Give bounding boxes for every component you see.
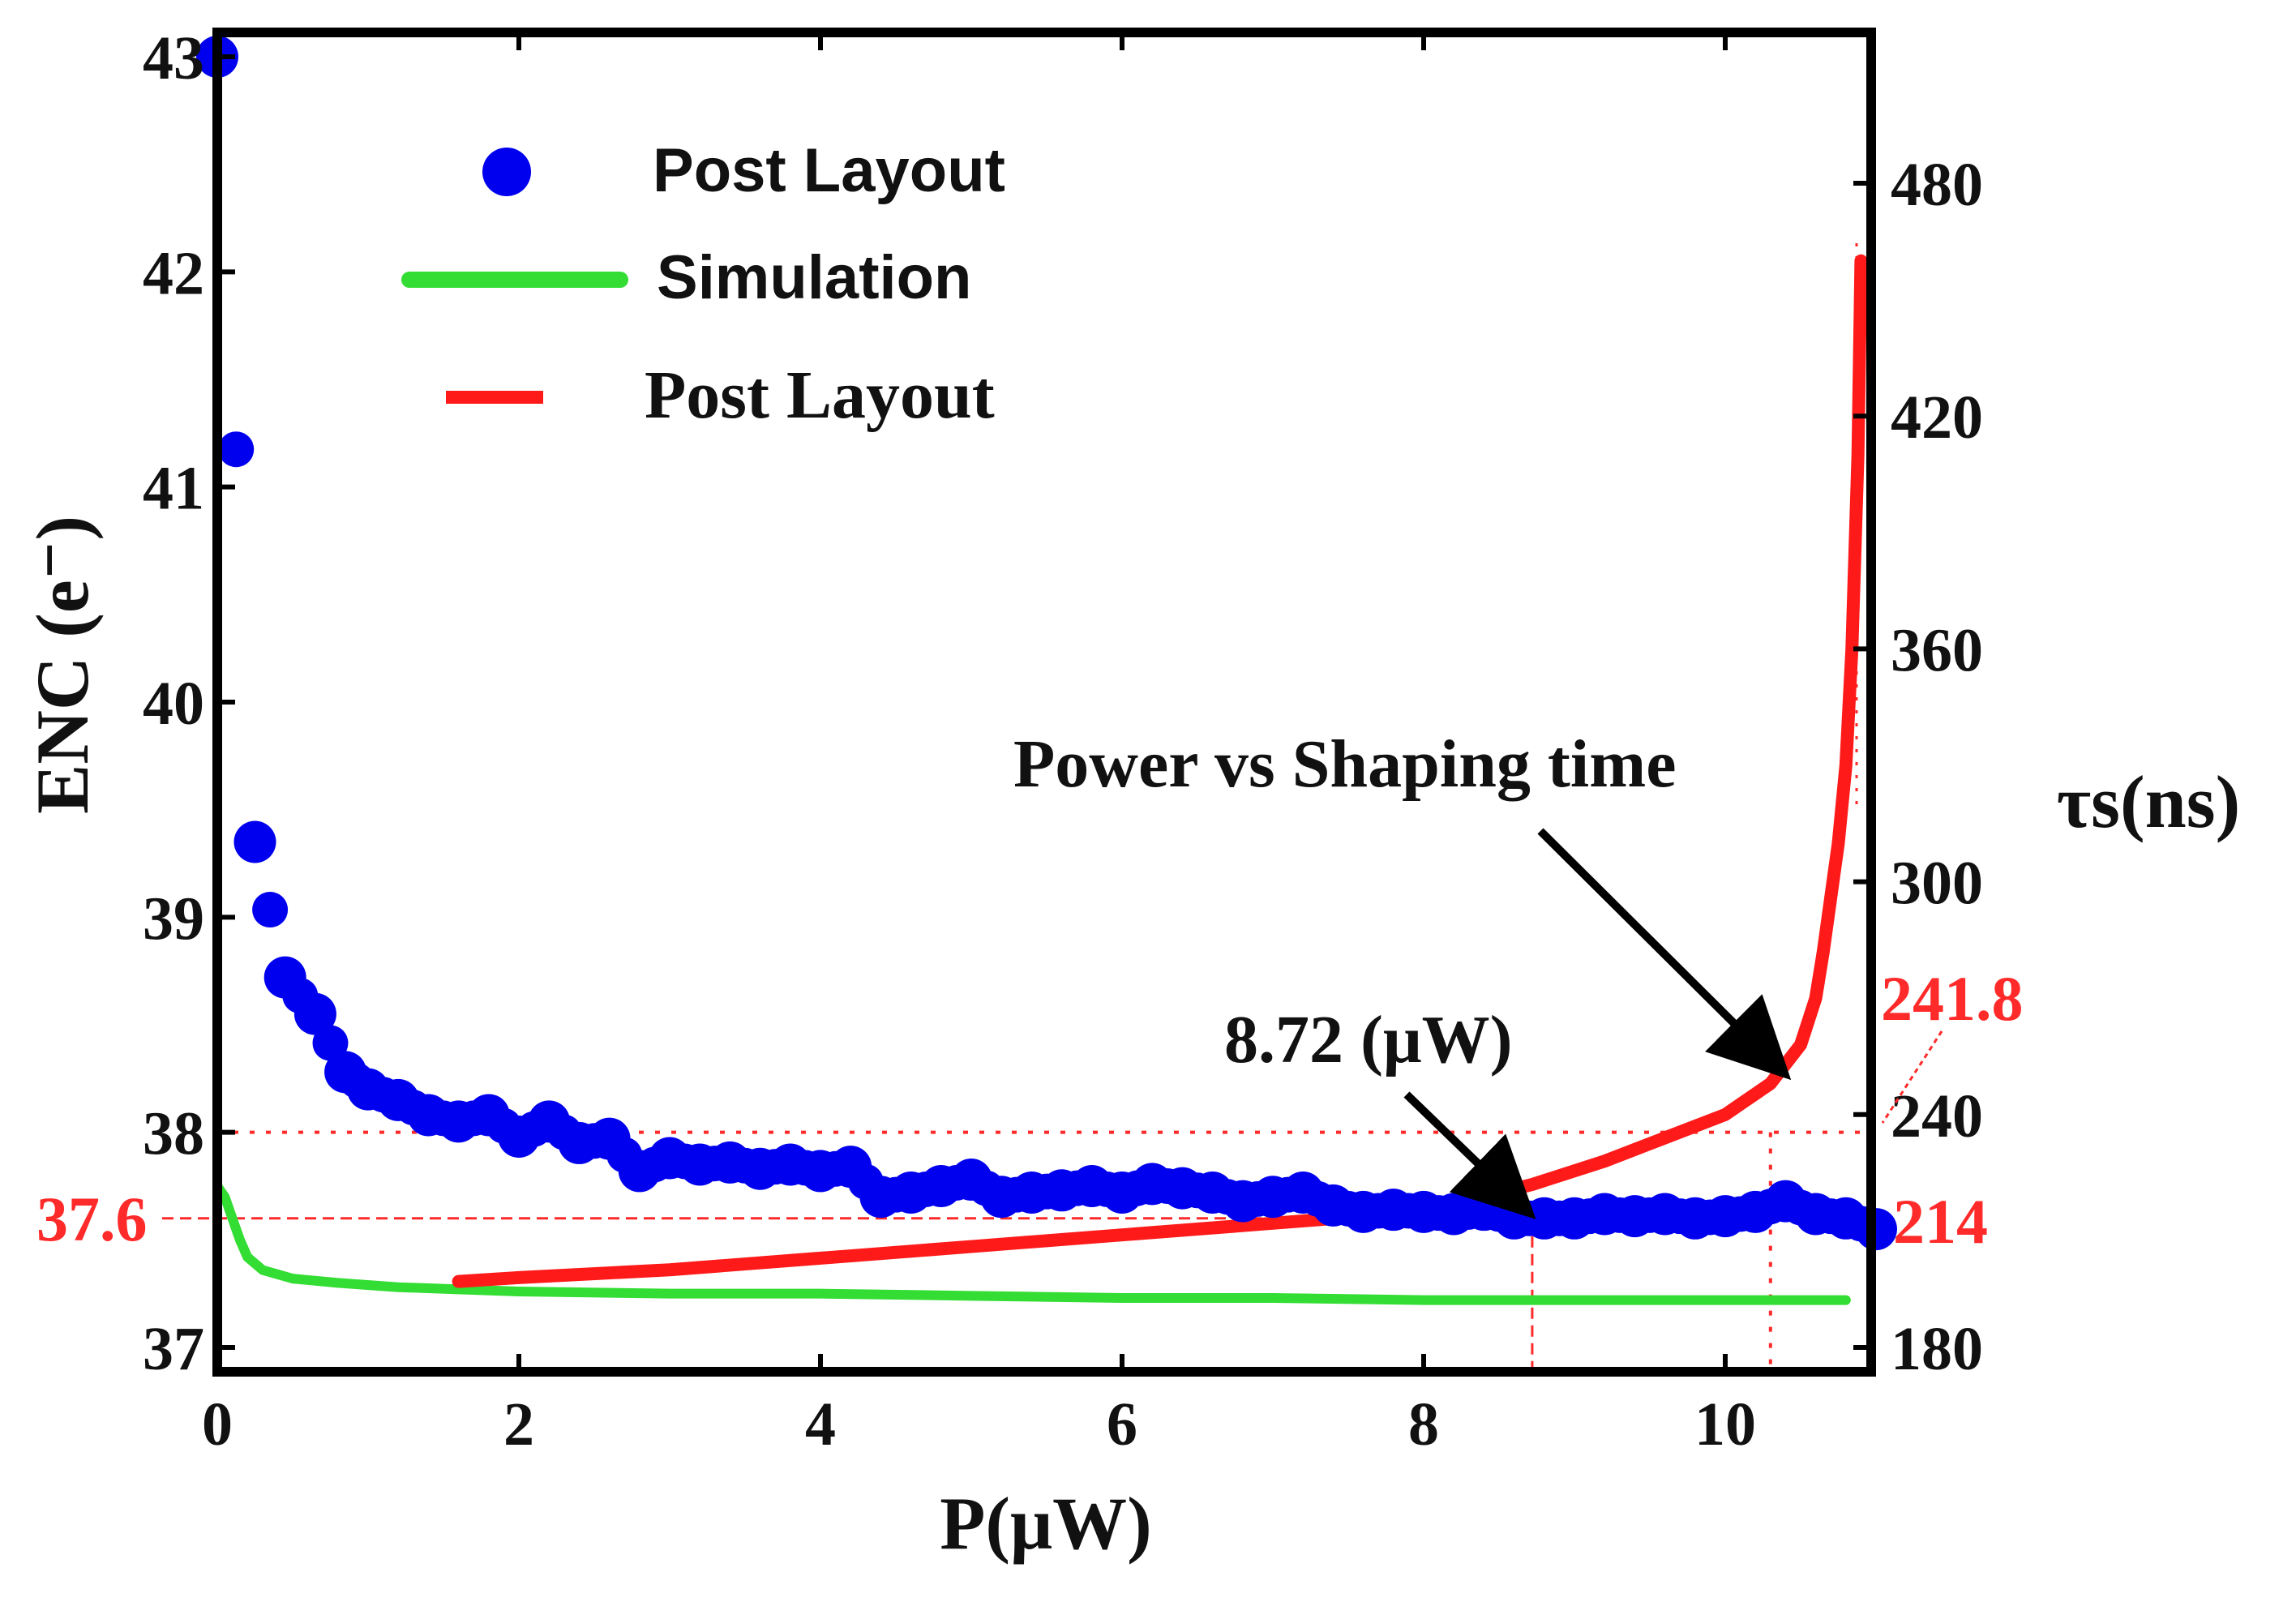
enc-point-fill bbox=[1752, 1189, 1788, 1225]
y-left-tick-label: 39 bbox=[143, 885, 204, 953]
enc-point-fill bbox=[1029, 1173, 1064, 1210]
enc-point-fill bbox=[817, 1150, 854, 1187]
y-right-tick-label: 420 bbox=[1891, 383, 1983, 452]
enc-point-fill bbox=[1360, 1193, 1397, 1229]
enc-point-fill bbox=[218, 431, 255, 468]
y-left-tick-label: 38 bbox=[143, 1100, 204, 1168]
curve-label-arrow bbox=[1537, 828, 1792, 1081]
enc-point-fill bbox=[1783, 1189, 1818, 1226]
x-tick-label: 4 bbox=[805, 1390, 836, 1459]
tau-high-label: 241.8 bbox=[1881, 963, 2024, 1034]
enc-point-fill bbox=[312, 1025, 349, 1061]
enc-point-fill bbox=[1601, 1197, 1638, 1233]
enc-point bbox=[233, 820, 276, 863]
enc-point-fill bbox=[878, 1176, 914, 1213]
power-marker-arrow bbox=[1403, 1091, 1536, 1219]
enc-point-fill bbox=[1240, 1180, 1276, 1217]
y-right-tick-label: 300 bbox=[1891, 850, 1983, 918]
enc-point-fill bbox=[252, 892, 289, 928]
legend: Post Layout Simulation Post Layout bbox=[401, 136, 1005, 433]
annotations: Power vs Shaping time 8.72 (μW) 37.6 214… bbox=[36, 726, 2024, 1257]
curve-label: Power vs Shaping time bbox=[1013, 726, 1676, 802]
axis-ticks bbox=[215, 32, 1871, 1372]
enc-point-fill bbox=[1180, 1172, 1215, 1209]
enc-point-fill bbox=[636, 1146, 673, 1183]
enc-point-fill bbox=[727, 1147, 763, 1184]
enc-point-fill bbox=[395, 1090, 431, 1126]
enc-point-fill bbox=[998, 1176, 1034, 1213]
y-left-tick-label: 41 bbox=[143, 455, 204, 523]
enc-point-fill bbox=[1571, 1198, 1608, 1235]
enc-point-fill bbox=[1390, 1193, 1427, 1229]
enc-point-fill bbox=[339, 1062, 375, 1099]
enc-level-label: 37.6 bbox=[36, 1184, 148, 1254]
simulation-line bbox=[212, 1181, 1851, 1305]
y-left-tick-label: 42 bbox=[143, 239, 204, 307]
enc-point-fill bbox=[1119, 1170, 1155, 1206]
enc-point-fill bbox=[908, 1171, 945, 1207]
enc-point-fill bbox=[1149, 1168, 1185, 1204]
enc-point-fill bbox=[576, 1123, 612, 1159]
enc-point-fill bbox=[1330, 1190, 1366, 1227]
enc-point-fill bbox=[456, 1100, 492, 1137]
y-right-tick-label: 240 bbox=[1891, 1082, 1983, 1150]
enc-point-fill bbox=[606, 1137, 643, 1173]
enc-point-fill bbox=[1541, 1200, 1578, 1236]
enc-point-fill bbox=[1632, 1197, 1668, 1233]
legend-marker-post-layout-enc bbox=[482, 148, 531, 196]
enc-point-fill bbox=[666, 1143, 703, 1180]
enc-point-fill bbox=[1722, 1196, 1758, 1232]
enc-point-fill bbox=[968, 1170, 1004, 1206]
x-tick-label: 10 bbox=[1694, 1390, 1756, 1459]
enc-point-fill bbox=[938, 1165, 975, 1202]
enc-point-fill bbox=[696, 1146, 733, 1182]
left-axis-title: ENC (e⁻) bbox=[21, 516, 104, 814]
y-right-tick-label: 480 bbox=[1891, 151, 1983, 219]
y-left-tick-label: 40 bbox=[143, 670, 204, 738]
right-axis-title: τs(ns) bbox=[2057, 760, 2240, 843]
post-layout-tau-series bbox=[452, 254, 1868, 1288]
plot-frame bbox=[212, 28, 1876, 1377]
enc-point-fill bbox=[1059, 1170, 1095, 1206]
tau-high-pointer bbox=[1881, 1030, 1943, 1124]
enc-point-fill bbox=[1481, 1196, 1517, 1232]
y-right-tick-label: 360 bbox=[1891, 616, 1983, 684]
x-tick-label: 8 bbox=[1408, 1390, 1439, 1459]
enc-point-fill bbox=[516, 1111, 552, 1147]
x-tick-label: 6 bbox=[1107, 1390, 1137, 1459]
enc-point-fill bbox=[282, 978, 319, 1014]
legend-label-post-layout-enc: Post Layout bbox=[653, 136, 1005, 205]
power-marker-label: 8.72 (μW) bbox=[1224, 1002, 1513, 1077]
x-tick-label: 2 bbox=[503, 1390, 534, 1459]
enc-point-fill bbox=[546, 1114, 582, 1150]
axis-tick-labels: 0 2 4 6 8 10 37 38 39 40 41 42 43 180 240 300 360 420 480 bbox=[143, 24, 1983, 1459]
enc-point-fill bbox=[1210, 1179, 1246, 1215]
tau-low-label: 214 bbox=[1893, 1186, 1988, 1257]
enc-point-fill bbox=[1270, 1176, 1306, 1213]
x-tick-label: 0 bbox=[202, 1390, 233, 1459]
enc-point-fill bbox=[787, 1150, 824, 1186]
tau-line bbox=[452, 254, 1868, 1288]
y-left-tick-label: 37 bbox=[143, 1315, 204, 1383]
y-left-tick-label: 43 bbox=[143, 24, 204, 92]
legend-label-post-layout-tau: Post Layout bbox=[645, 358, 995, 433]
enc-point-fill bbox=[426, 1100, 461, 1137]
x-axis-title: P(μW) bbox=[940, 1482, 1152, 1565]
enc-point-fill bbox=[1089, 1171, 1125, 1207]
enc-point-fill bbox=[1813, 1198, 1849, 1235]
y-right-tick-label: 180 bbox=[1891, 1315, 1983, 1383]
post-layout-enc-series bbox=[196, 36, 1897, 1251]
enc-point-fill bbox=[847, 1163, 884, 1200]
enc-point-fill bbox=[1300, 1180, 1336, 1217]
simulation-series bbox=[212, 1181, 1851, 1305]
enc-point-fill bbox=[1692, 1199, 1728, 1236]
legend-label-simulation: Simulation bbox=[657, 243, 971, 312]
enc-point-fill bbox=[486, 1107, 522, 1144]
enc-point-fill bbox=[365, 1077, 401, 1113]
enc-point-fill bbox=[1420, 1195, 1457, 1231]
enc-point-fill bbox=[757, 1149, 794, 1185]
enc-point-fill bbox=[1662, 1198, 1698, 1235]
